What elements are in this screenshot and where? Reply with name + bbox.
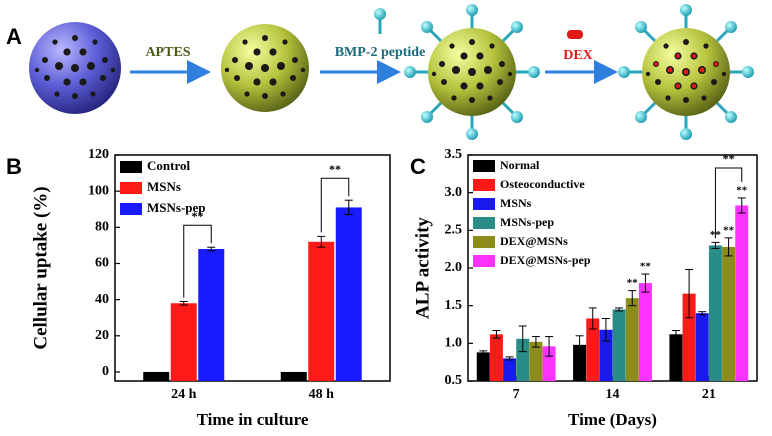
x-axis-label: Time in culture <box>197 410 309 429</box>
bracket <box>183 224 212 298</box>
y-tick-label: 3.0 <box>445 185 463 200</box>
significance: ** <box>723 224 735 236</box>
legend-swatch <box>473 255 495 267</box>
x-tick-label: 21 <box>702 387 716 402</box>
y-tick-label: 40 <box>95 292 109 307</box>
y-tick-label: 0 <box>102 364 109 379</box>
bar <box>529 341 543 381</box>
legend-label: MSNs <box>500 196 532 210</box>
bar <box>625 298 639 381</box>
bar <box>682 293 696 381</box>
y-tick-label: 3.5 <box>445 147 463 162</box>
bar <box>280 371 307 381</box>
y-tick-label: 20 <box>95 328 109 343</box>
bar <box>516 338 530 381</box>
legend-label: Osteoconductive <box>500 177 585 191</box>
legend-swatch <box>473 198 495 210</box>
legend-label: Normal <box>500 158 540 172</box>
bar <box>476 352 490 381</box>
legend-swatch <box>473 236 495 248</box>
legend-swatch <box>473 160 495 172</box>
legend-label: MSNs-pep <box>500 215 554 229</box>
y-tick-label: 80 <box>95 220 109 235</box>
legend-label: MSNs <box>147 179 181 194</box>
schematic: APTES BMP-2 peptide DEX <box>29 2 756 142</box>
legend-label: MSNs-pep <box>147 200 206 215</box>
y-tick-label: 2.5 <box>445 223 463 238</box>
y-tick-label: 2.0 <box>445 260 463 275</box>
bracket-label: ** <box>723 152 735 166</box>
legend-swatch <box>473 217 495 229</box>
y-axis-label: Cellular uptake (%) <box>30 186 51 349</box>
bar <box>143 371 170 381</box>
x-tick-label: 14 <box>606 387 620 402</box>
legend-swatch <box>473 179 495 191</box>
x-tick-label: 48 h <box>309 387 335 402</box>
step-label: APTES <box>145 45 190 60</box>
x-tick-label: 24 h <box>171 387 197 402</box>
bar <box>308 241 335 381</box>
x-tick-label: 7 <box>513 387 520 402</box>
bracket <box>320 177 350 233</box>
plot-frame <box>114 154 391 382</box>
legend-swatch <box>120 161 142 173</box>
y-tick-label: 120 <box>88 147 109 162</box>
bar <box>612 309 626 381</box>
y-tick-label: 100 <box>88 183 109 198</box>
significance: ** <box>627 277 639 289</box>
panel-label: A <box>6 24 22 49</box>
significance: ** <box>736 184 748 196</box>
step-label: BMP-2 peptide <box>335 45 426 60</box>
y-tick-label: 0.5 <box>445 373 463 388</box>
bar <box>489 334 503 381</box>
bar <box>669 334 683 381</box>
y-axis-label: ALP activity <box>412 217 433 319</box>
y-tick-label: 1.5 <box>445 298 463 313</box>
bar <box>542 346 556 381</box>
legend-label: Control <box>147 158 190 173</box>
bar <box>722 246 736 381</box>
bar <box>503 358 517 381</box>
bar <box>170 303 197 381</box>
legend-label: DEX@MSNs-pep <box>500 253 591 267</box>
bar <box>198 249 225 381</box>
bar <box>708 245 722 381</box>
legend-swatch <box>120 182 142 194</box>
y-tick-label: 60 <box>95 256 109 271</box>
step-label: DEX <box>563 48 593 63</box>
bar <box>695 313 709 381</box>
y-tick-label: 1.0 <box>445 336 463 351</box>
bracket-label: ** <box>192 209 204 223</box>
x-axis-label: Time (Days) <box>568 410 657 429</box>
bar <box>735 205 749 381</box>
legend-label: DEX@MSNs <box>500 234 568 248</box>
bar <box>335 207 362 381</box>
significance: ** <box>640 261 652 273</box>
bar <box>599 329 613 381</box>
panel-label: C <box>410 154 426 179</box>
bar <box>586 318 600 381</box>
panel-label: B <box>6 154 22 179</box>
bar <box>638 283 652 381</box>
bracket-label: ** <box>329 162 341 176</box>
bracket <box>714 167 743 239</box>
legend-swatch <box>120 203 142 215</box>
